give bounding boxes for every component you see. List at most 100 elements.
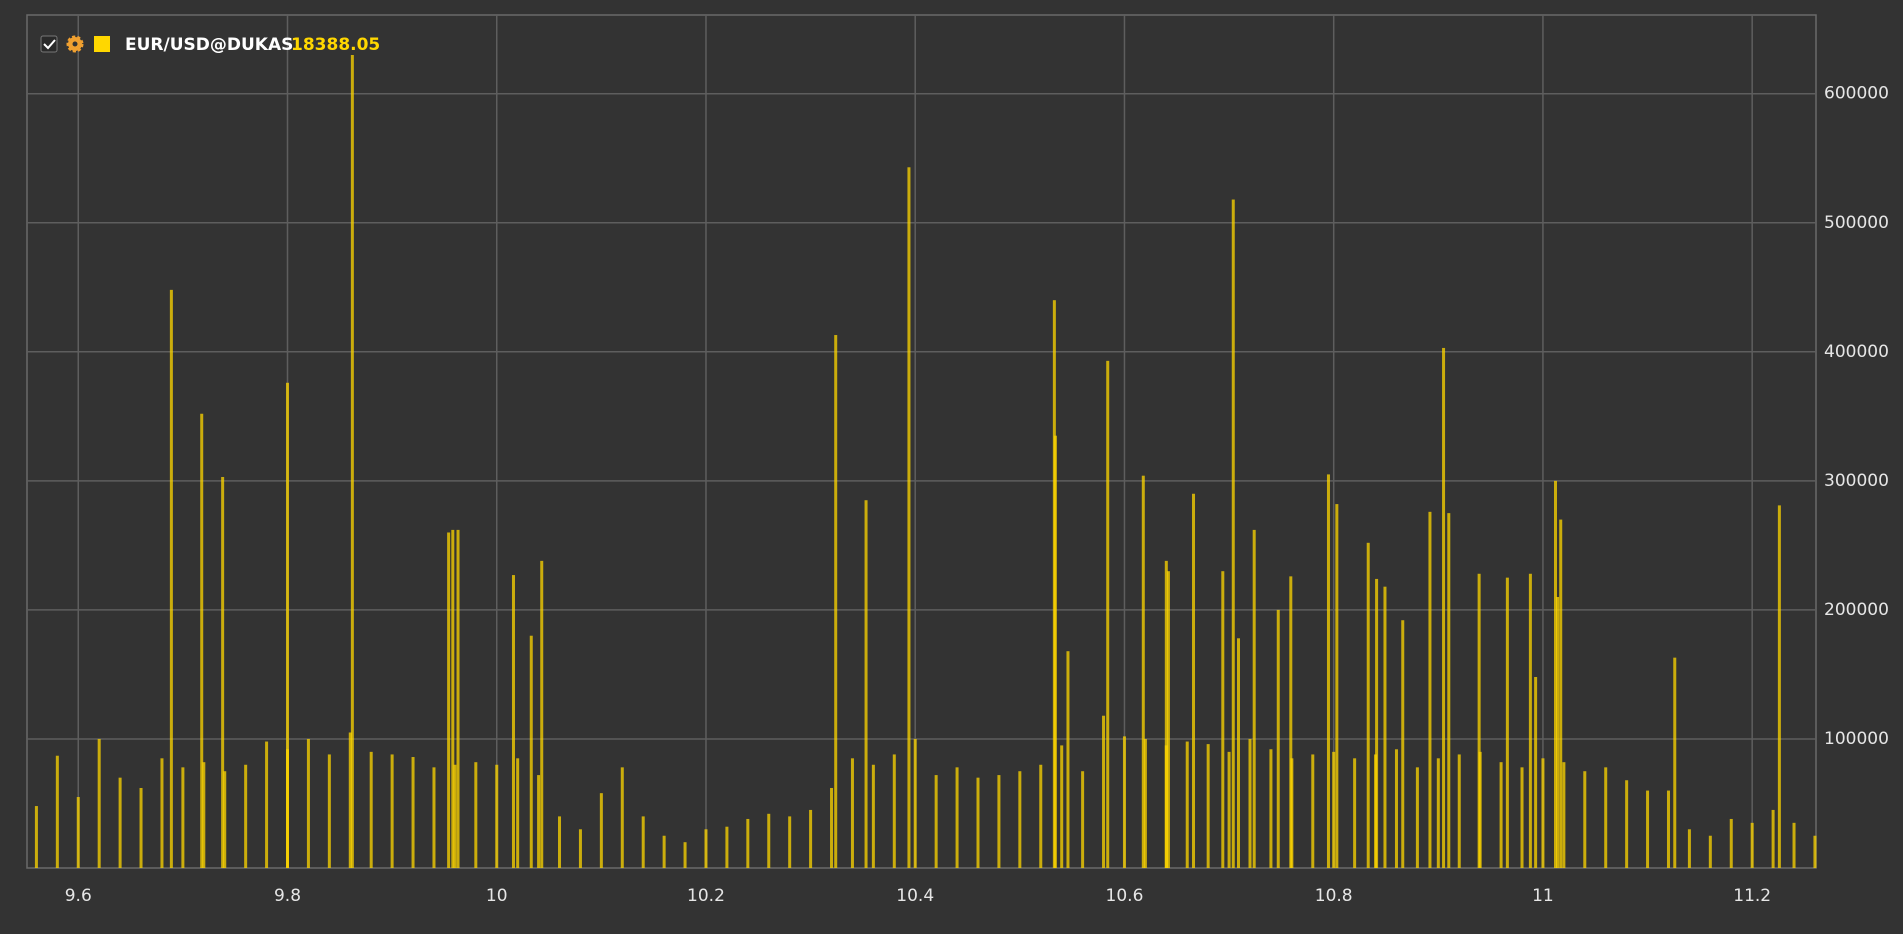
settings-icon-hole	[72, 41, 78, 47]
bar	[265, 741, 269, 868]
bar	[1447, 513, 1451, 868]
bar	[1206, 744, 1210, 868]
bar	[725, 826, 729, 868]
bar	[350, 55, 354, 869]
bar	[76, 797, 80, 868]
bar	[456, 529, 460, 868]
y-tick-label: 500000	[1824, 213, 1889, 233]
bar	[169, 289, 173, 869]
bar	[830, 787, 834, 868]
bar	[1289, 576, 1293, 868]
bar	[369, 751, 373, 868]
bar	[1335, 504, 1339, 868]
bar	[97, 738, 101, 868]
bar	[1534, 677, 1538, 868]
bar	[913, 738, 917, 868]
bar	[1326, 474, 1330, 868]
bar	[1436, 758, 1440, 868]
bar	[221, 476, 225, 868]
bar	[1311, 754, 1315, 868]
bar	[1276, 609, 1280, 868]
y-tick-label: 400000	[1824, 342, 1889, 362]
bar	[683, 842, 687, 868]
bar	[1813, 835, 1817, 868]
bar	[223, 771, 227, 868]
bar	[892, 754, 896, 868]
bar	[1777, 505, 1781, 868]
bar	[1528, 573, 1532, 868]
bar	[1428, 511, 1432, 868]
bar	[864, 500, 868, 868]
bar	[1081, 771, 1085, 868]
bar	[746, 818, 750, 868]
y-tick-label: 600000	[1824, 84, 1889, 104]
x-tick-label: 9.6	[65, 886, 92, 906]
legend-value: 18388.05	[291, 35, 380, 55]
bar	[1394, 749, 1398, 868]
bar	[55, 755, 59, 868]
bar	[1166, 571, 1170, 868]
check-mark	[43, 39, 56, 50]
legend-checkbox[interactable]	[40, 35, 58, 53]
bar	[1708, 835, 1712, 868]
bar	[286, 382, 290, 868]
bar	[202, 762, 206, 868]
bar	[537, 775, 541, 868]
bar	[1106, 360, 1110, 868]
bar	[1231, 199, 1235, 869]
bar	[495, 764, 499, 868]
bar	[809, 809, 813, 868]
bar	[1583, 771, 1587, 868]
bar	[641, 816, 645, 868]
bar	[1185, 741, 1189, 868]
bar	[1221, 571, 1225, 868]
bar	[1499, 762, 1503, 868]
bar	[1729, 818, 1733, 868]
bar	[997, 775, 1001, 868]
x-tick-label: 11	[1532, 886, 1554, 906]
bar	[1375, 578, 1379, 868]
bar	[474, 762, 478, 868]
bar	[1477, 573, 1481, 868]
bar	[1687, 829, 1691, 868]
y-tick-label: 200000	[1824, 600, 1889, 620]
bar	[976, 777, 980, 868]
legend-label: EUR/USD@DUKAS	[125, 35, 293, 55]
bar	[411, 757, 415, 868]
bar	[1415, 767, 1419, 868]
bar	[1164, 560, 1168, 868]
bar	[1562, 762, 1566, 868]
bar	[1604, 767, 1608, 868]
bar	[1066, 651, 1070, 868]
bar	[516, 758, 520, 868]
legend-swatch	[94, 36, 110, 52]
bar	[1192, 493, 1196, 868]
bar	[578, 829, 582, 868]
bar	[558, 816, 562, 868]
bar	[1750, 822, 1754, 868]
bar	[871, 764, 875, 868]
bar	[511, 575, 515, 868]
bar	[1227, 751, 1231, 868]
legend: EUR/USD@DUKAS 18388.05	[40, 35, 380, 55]
y-tick-label: 300000	[1824, 471, 1889, 491]
bar	[955, 767, 959, 868]
bar	[1269, 749, 1273, 868]
x-tick-label: 9.8	[274, 886, 301, 906]
bar	[1625, 780, 1629, 868]
bar	[620, 767, 624, 868]
bar	[1366, 542, 1370, 868]
bar	[1553, 480, 1557, 868]
bar	[662, 835, 666, 868]
bar	[447, 532, 451, 868]
bar	[1018, 771, 1022, 868]
bar	[704, 829, 708, 868]
bar	[540, 560, 544, 868]
bar	[907, 167, 911, 869]
bar	[1401, 620, 1405, 868]
bar	[1236, 638, 1240, 868]
bar	[118, 777, 122, 868]
bar	[181, 767, 185, 868]
bar	[1102, 715, 1106, 868]
